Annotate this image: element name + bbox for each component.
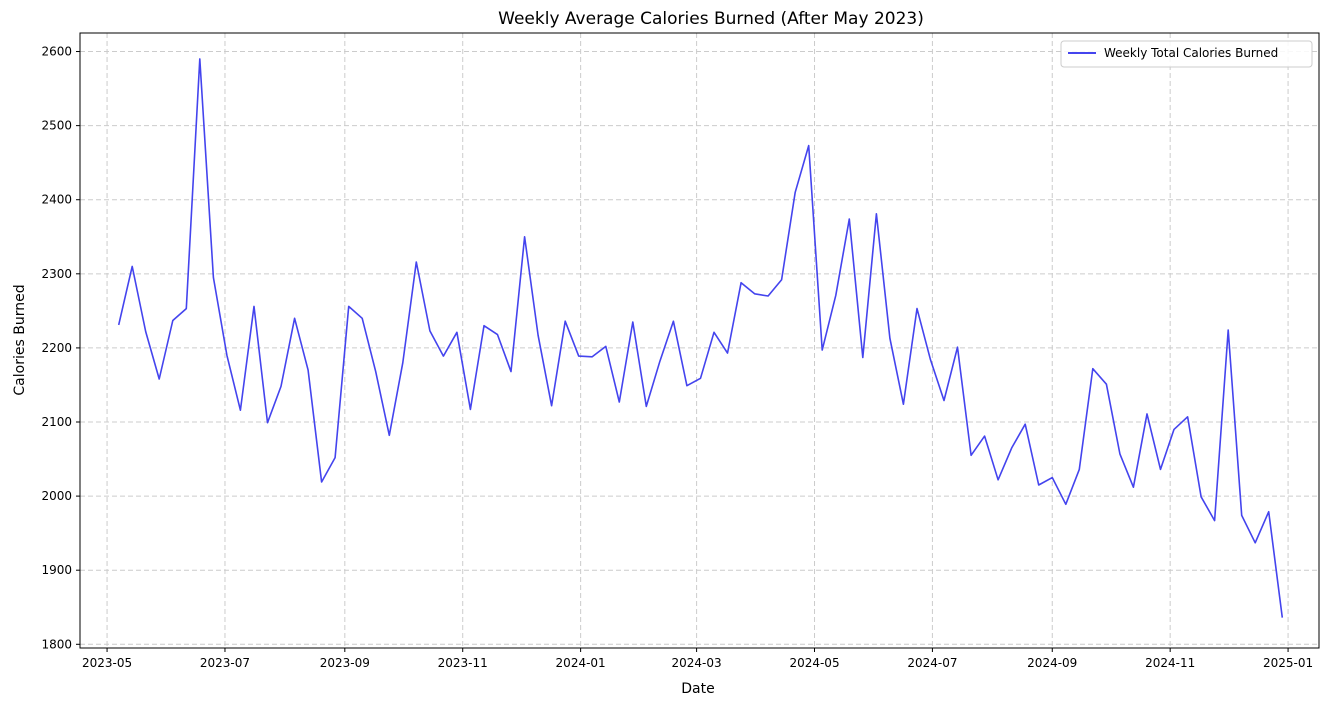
y-tick-label: 1900 <box>41 563 72 577</box>
x-tick-label: 2023-05 <box>82 656 132 670</box>
x-tick-label: 2025-01 <box>1263 656 1313 670</box>
series-line <box>117 58 1284 618</box>
y-axis-label: Calories Burned <box>12 284 28 395</box>
series-group <box>117 58 1284 618</box>
x-tick-label: 2023-11 <box>438 656 488 670</box>
y-tick-label: 2300 <box>41 267 72 281</box>
y-tick-label: 2200 <box>41 341 72 355</box>
y-tick-label: 2500 <box>41 119 72 133</box>
y-tick-label: 2600 <box>41 45 72 59</box>
y-tick-label: 1800 <box>41 637 72 651</box>
x-tick-label: 2024-01 <box>556 656 606 670</box>
x-axis-label: Date <box>681 681 714 697</box>
legend-entry-label: Weekly Total Calories Burned <box>1104 46 1278 60</box>
y-axis: 1800 1900 2000 2100 2200 2300 2400 2500 2600 <box>41 45 80 651</box>
y-tick-label: 2100 <box>41 415 72 429</box>
y-tick-label: 2000 <box>41 489 72 503</box>
grid <box>80 33 1319 648</box>
x-tick-label: 2023-09 <box>320 656 370 670</box>
x-tick-label: 2024-03 <box>672 656 722 670</box>
chart-title: Weekly Average Calories Burned (After Ma… <box>498 9 924 29</box>
legend: Weekly Total Calories Burned <box>1060 40 1313 68</box>
y-tick-label: 2400 <box>41 193 72 207</box>
legend-box <box>1060 40 1313 68</box>
x-tick-label: 2024-09 <box>1027 656 1077 670</box>
x-tick-label: 2023-07 <box>200 656 250 670</box>
x-tick-label: 2024-07 <box>907 656 957 670</box>
plot-area-frame <box>79 32 1320 649</box>
x-tick-label: 2024-11 <box>1145 656 1195 670</box>
x-axis: 2023-05 2023-07 2023-09 2023-11 2024-01 2024-… <box>82 648 1313 670</box>
x-tick-label: 2024-05 <box>789 656 839 670</box>
